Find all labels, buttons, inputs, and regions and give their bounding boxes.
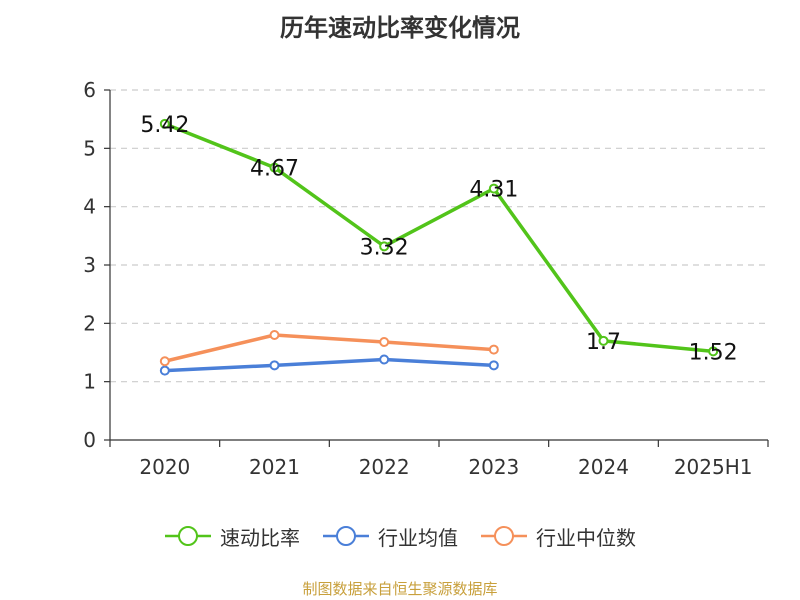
x-tick-label: 2023 <box>468 455 519 479</box>
x-tick-label: 2020 <box>139 455 190 479</box>
data-label: 5.42 <box>140 113 189 138</box>
legend-circle <box>178 526 198 546</box>
legend-item[interactable]: 速动比率 <box>164 522 300 551</box>
x-tick-label: 2021 <box>249 455 300 479</box>
y-tick-label: 5 <box>83 136 96 160</box>
legend-circle <box>494 526 514 546</box>
legend-marker-icon <box>165 526 211 546</box>
y-tick-label: 3 <box>83 253 96 277</box>
data-label: 1.7 <box>586 330 621 355</box>
data-point <box>379 241 390 252</box>
legend-marker-icon <box>323 526 369 546</box>
y-tick-label: 4 <box>83 195 96 219</box>
data-point <box>379 354 390 365</box>
data-point <box>159 356 170 367</box>
data-point <box>159 118 170 129</box>
data-point <box>488 360 499 371</box>
legend: 速动比率 行业均值 行业中位数 <box>0 520 800 552</box>
x-tick-label: 2025H1 <box>674 455 753 479</box>
data-labels: 5.42 4.67 3.32 4.31 1.7 1.52 <box>140 113 737 366</box>
x-tick-label: 2022 <box>359 455 410 479</box>
legend-label: 速动比率 <box>220 525 300 550</box>
y-tick-label: 1 <box>83 370 96 394</box>
y-tick-label: 2 <box>83 311 96 335</box>
data-label: 4.67 <box>250 157 299 182</box>
data-point <box>708 346 719 357</box>
data-label: 4.31 <box>469 178 518 203</box>
data-point <box>598 335 609 346</box>
series-line <box>164 333 494 363</box>
legend-label: 行业均值 <box>378 525 458 550</box>
x-tick-label: 2024 <box>578 455 629 479</box>
legend-marker-icon <box>481 526 527 546</box>
legend-item[interactable]: 行业中位数 <box>480 522 636 551</box>
grid-lines <box>110 89 768 383</box>
chart-title: 历年速动比率变化情况 <box>280 14 520 42</box>
data-point <box>379 337 390 347</box>
data-point <box>269 360 280 371</box>
series-lines <box>164 122 714 373</box>
y-tick-label: 6 <box>83 78 96 102</box>
data-point <box>488 183 499 194</box>
data-points <box>159 118 719 376</box>
source-note: 制图数据来自恒生聚源数据库 <box>302 580 498 598</box>
legend-item[interactable]: 行业均值 <box>322 522 458 551</box>
data-point <box>159 365 170 376</box>
data-label: 1.52 <box>689 340 738 365</box>
data-point <box>488 344 499 355</box>
axes: 0 1 2 3 4 5 6 2020 2021 2022 2023 2024 2025H1 <box>83 78 769 479</box>
series-line <box>164 357 494 373</box>
series-line <box>164 122 714 354</box>
legend-label: 行业中位数 <box>536 525 636 550</box>
y-tick-label: 0 <box>83 428 96 452</box>
data-label: 3.32 <box>360 235 409 260</box>
data-point <box>269 162 280 173</box>
data-point <box>269 330 280 340</box>
legend-circle <box>336 526 356 546</box>
